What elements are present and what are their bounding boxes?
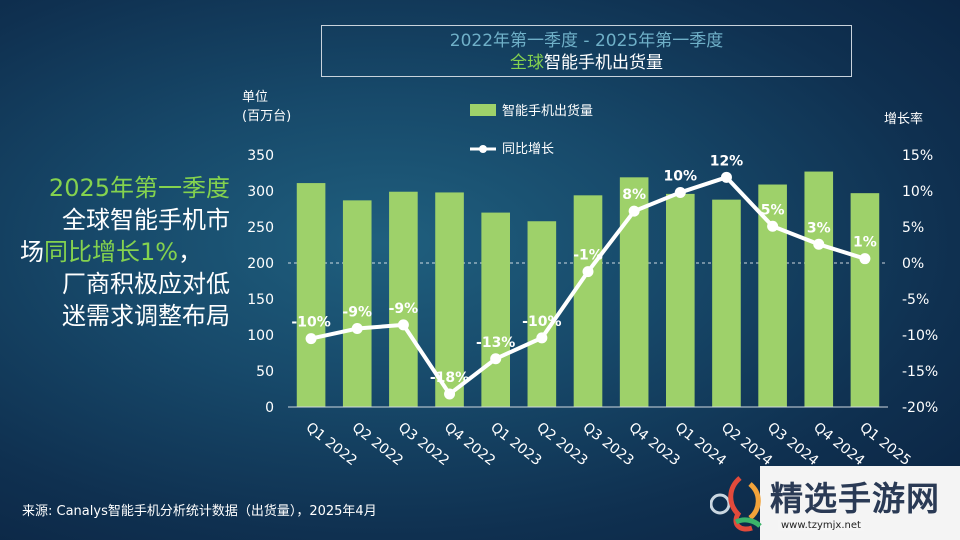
left-axis-tick-label: 0	[265, 400, 274, 416]
x-axis-tick-label: Q1 2024	[672, 420, 729, 470]
plot-area: 0 50 100 150 200 250 300 350 -20% -15% -10% -5% 0% 5%…	[247, 148, 938, 469]
left-axis-tick-label: 200	[247, 256, 274, 272]
headline-line4: 厂商积极应对低	[62, 270, 230, 298]
headline-line1: 2025年第一季度	[48, 174, 230, 202]
x-axis-tick-label: Q4 2024	[810, 420, 867, 470]
x-axis-tick-label: Q4 2023	[626, 420, 683, 470]
x-axis-tick-label: Q2 2023	[533, 420, 590, 470]
growth-point	[767, 220, 779, 232]
x-axis-tick-label: Q3 2023	[580, 420, 637, 470]
growth-data-label: 5%	[761, 202, 785, 218]
bar-shipments	[850, 193, 880, 407]
left-axis-tick-label: 100	[247, 328, 274, 344]
logo-text: 精选手游网	[770, 479, 940, 518]
growth-data-label: -1%	[573, 248, 603, 264]
legend-bar-swatch	[470, 104, 496, 116]
growth-data-label: -10%	[291, 315, 330, 331]
growth-point	[859, 253, 871, 265]
growth-data-label: -10%	[522, 314, 561, 330]
headline-line3-a: 场	[20, 238, 44, 266]
growth-data-label: 1%	[853, 235, 877, 251]
legend: 智能手机出货量 同比增长	[470, 103, 593, 157]
growth-data-label: -9%	[389, 301, 419, 317]
bar-shipments	[666, 193, 695, 407]
left-axis-tick-label: 50	[256, 364, 274, 380]
left-axis-title-line2: (百万台)	[242, 109, 291, 124]
growth-data-label: 8%	[622, 187, 646, 203]
growth-point	[674, 186, 686, 198]
right-axis-tick-label: 5%	[902, 220, 924, 236]
bar-shipments	[389, 191, 418, 407]
x-axis-tick-label: Q1 2022	[303, 420, 360, 470]
growth-data-label: 12%	[710, 153, 744, 169]
site-logo: 精选手游网 www.tzymjx.net	[690, 466, 960, 540]
growth-point	[536, 332, 548, 344]
right-axis-tick-label: 15%	[902, 148, 933, 164]
chart-title-subject: 全球智能手机出货量	[322, 52, 851, 74]
growth-point	[582, 266, 594, 278]
legend-bar-label: 智能手机出货量	[502, 103, 593, 119]
left-axis-tick-label: 250	[247, 220, 274, 236]
growth-point	[813, 238, 825, 250]
growth-point	[720, 171, 732, 183]
bar-shipments	[296, 183, 326, 407]
logo-url: www.tzymjx.net	[778, 520, 864, 531]
bar-shipments	[712, 199, 741, 407]
growth-data-label: -13%	[476, 335, 515, 351]
growth-point	[397, 319, 409, 331]
left-axis-title-line1: 单位	[242, 90, 268, 105]
growth-data-label: -9%	[342, 305, 372, 321]
right-axis-tick-label: 0%	[902, 256, 924, 272]
headline-line5: 迷需求调整布局	[62, 302, 230, 330]
source-note: 来源: Canalys智能手机分析统计数据（出货量），2025年4月	[22, 504, 377, 519]
growth-point	[351, 323, 363, 335]
growth-point	[305, 333, 317, 345]
headline-text: 2025年第一季度 全球智能手机市 场同比增长1%， 厂商积极应对低 迷需求调整…	[20, 172, 230, 332]
headline-line3-hl: 同比增长1%	[44, 238, 179, 266]
headline-line3: 场同比增长1%，	[20, 236, 230, 268]
growth-data-label: 3%	[807, 220, 831, 236]
headline-line2: 全球智能手机市	[62, 206, 230, 234]
growth-point	[444, 388, 456, 400]
bar-shipments	[435, 192, 464, 407]
growth-point	[628, 205, 640, 217]
right-axis-tick-label: -10%	[902, 328, 938, 344]
left-axis-tick-label: 150	[247, 292, 274, 308]
x-axis-tick-label: Q1 2023	[487, 420, 544, 470]
chart-title-period: 2022年第一季度 - 2025年第一季度	[449, 31, 724, 51]
x-axis-tick-label: Q4 2022	[441, 420, 498, 470]
bar-shipments	[527, 221, 557, 407]
chart-title-box: 2022年第一季度 - 2025年第一季度 全球智能手机出货量	[321, 25, 852, 77]
growth-data-label: -18%	[430, 370, 469, 386]
x-axis-tick-label: Q2 2024	[718, 420, 775, 470]
logo-mark-icon	[710, 476, 762, 532]
bar-shipments	[573, 195, 603, 407]
x-axis-tick-label: Q3 2024	[764, 420, 821, 470]
right-axis-title: 增长率	[884, 111, 923, 127]
right-axis-tick-label: -15%	[902, 364, 938, 380]
legend-line-label: 同比增长	[502, 142, 554, 157]
bar-shipments	[804, 171, 834, 407]
bar-shipments	[342, 200, 372, 407]
chart-title-global: 全球	[510, 53, 544, 73]
x-axis-tick-label: Q3 2022	[395, 420, 452, 470]
x-axis-tick-label: Q1 2025	[856, 420, 913, 470]
growth-point	[490, 353, 502, 365]
bar-shipments	[481, 212, 510, 407]
right-axis-tick-label: -20%	[902, 400, 938, 416]
right-axis-tick-label: -5%	[902, 292, 929, 308]
headline-line3-b: ，	[178, 238, 203, 266]
growth-data-label: 10%	[664, 168, 698, 184]
legend-line-marker	[479, 145, 487, 153]
chart-title-shipments: 智能手机出货量	[544, 53, 663, 73]
x-axis-tick-label: Q2 2022	[349, 420, 406, 470]
right-axis-tick-label: 10%	[902, 184, 933, 200]
left-axis-tick-label: 300	[247, 184, 274, 200]
left-axis-tick-label: 350	[247, 148, 274, 164]
